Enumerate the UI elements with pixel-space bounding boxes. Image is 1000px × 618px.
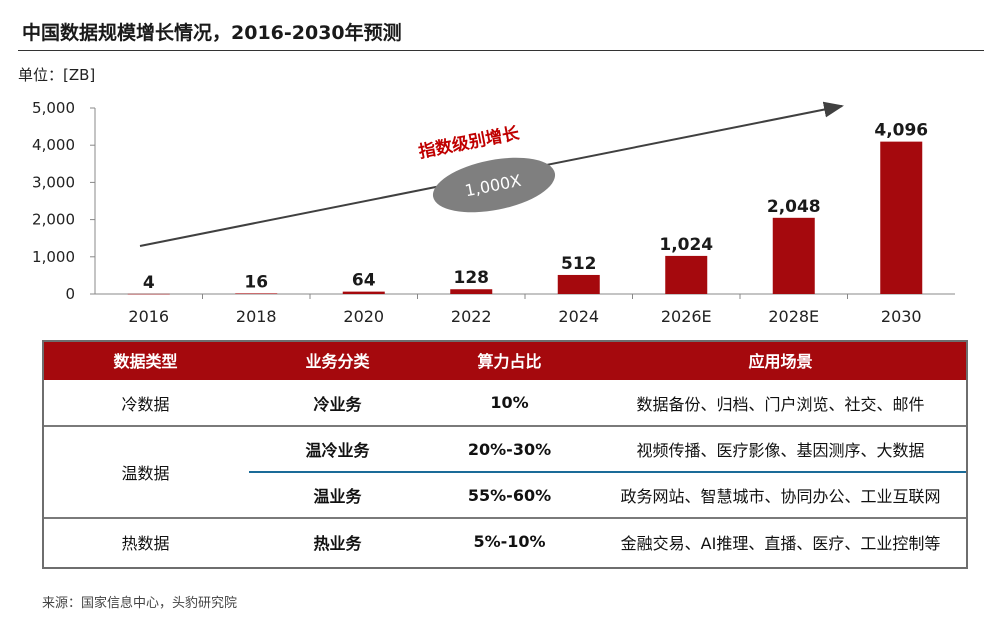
x-tick-label: 2030: [881, 307, 922, 326]
share-cell: 55%-60%: [426, 471, 593, 518]
data-type-cell: 热数据: [42, 517, 249, 564]
x-tick-label: 2016: [128, 307, 169, 326]
business-cell: 温业务: [249, 471, 426, 518]
scenarios-cell: 政务网站、智慧城市、协同办公、工业互联网: [593, 471, 968, 518]
business-cell: 冷业务: [313, 394, 362, 414]
header-compute-share: 算力占比: [426, 340, 593, 380]
y-tick-label: 5,000: [32, 99, 75, 117]
unit-label: 单位：[ZB]: [18, 66, 96, 84]
bar-value-label: 64: [352, 271, 376, 291]
bar-value-label: 2,048: [767, 197, 821, 217]
y-tick-label: 4,000: [32, 136, 75, 154]
table-row: 热数据 热业务 5%-10% 金融交易、AI推理、直播、医疗、工业控制等: [42, 517, 968, 564]
bar-chart: 0 1,000 2,000 3,000 4,000 5,000 4 2016 16 2018 64…: [32, 99, 955, 326]
x-tick-label: 2018: [236, 307, 277, 326]
bar-value-label: 4: [143, 273, 155, 293]
data-type-cell: 冷数据: [121, 394, 170, 414]
growth-annotation-label: 指数级别增长: [417, 122, 522, 162]
bar-value-label: 4,096: [874, 121, 928, 141]
source-note: 来源：国家信息中心，头豹研究院: [42, 596, 238, 611]
bar: [880, 141, 923, 294]
table-row: 温数据 温冷业务 20%-30% 视频传播、医疗影像、基因测序、大数据: [42, 425, 968, 519]
x-tick-label: 2026E: [661, 307, 712, 326]
bar: [127, 293, 170, 295]
share-cell: 10%: [490, 393, 529, 412]
bar: [450, 289, 493, 294]
bar: [665, 255, 708, 294]
table-row: 温业务 55%-60% 政务网站、智慧城市、协同办公、工业互联网: [42, 471, 968, 518]
table-row: 冷数据 冷业务 10% 数据备份、归档、门户浏览、社交、邮件: [42, 380, 968, 426]
bar-value-label: 128: [454, 268, 490, 288]
chart-title: 中国数据规模增长情况，2016-2030年预测: [22, 22, 402, 44]
x-tick-label: 2024: [558, 307, 599, 326]
bar: [772, 217, 815, 294]
bar-value-label: 1,024: [659, 235, 713, 255]
header-data-type: 数据类型: [42, 340, 249, 380]
y-tick-label: 1,000: [32, 248, 75, 266]
bar: [342, 291, 385, 294]
multiplier-ellipse: [432, 157, 556, 213]
data-type-cell: 温数据: [42, 425, 249, 519]
bar: [235, 293, 278, 294]
bar-value-label: 512: [561, 254, 597, 274]
bar: [557, 274, 600, 294]
x-tick-label: 2020: [343, 307, 384, 326]
title-divider: [18, 50, 984, 51]
header-business: 业务分类: [249, 340, 426, 380]
x-tick-label: 2028E: [768, 307, 819, 326]
header-scenarios: 应用场景: [593, 340, 968, 380]
business-cell: 热业务: [249, 517, 426, 564]
y-tick-label: 3,000: [32, 173, 75, 191]
x-tick-label: 2022: [451, 307, 492, 326]
table-header-row: 数据类型 业务分类 算力占比 应用场景: [42, 340, 968, 380]
scenarios-cell: 金融交易、AI推理、直播、医疗、工业控制等: [593, 517, 968, 564]
business-cell: 温冷业务: [249, 425, 426, 472]
share-cell: 5%-10%: [426, 517, 593, 564]
data-type-table: 数据类型 业务分类 算力占比 应用场景 冷数据 冷业务 10% 数据备份、归档、…: [42, 340, 968, 564]
y-tick-label: 2,000: [32, 211, 75, 229]
share-cell: 20%-30%: [426, 425, 593, 472]
y-tick-label: 0: [65, 285, 75, 303]
bar-value-label: 16: [244, 272, 268, 292]
scenarios-cell: 视频传播、医疗影像、基因测序、大数据: [593, 425, 968, 472]
scenarios-cell: 数据备份、归档、门户浏览、社交、邮件: [636, 394, 925, 414]
